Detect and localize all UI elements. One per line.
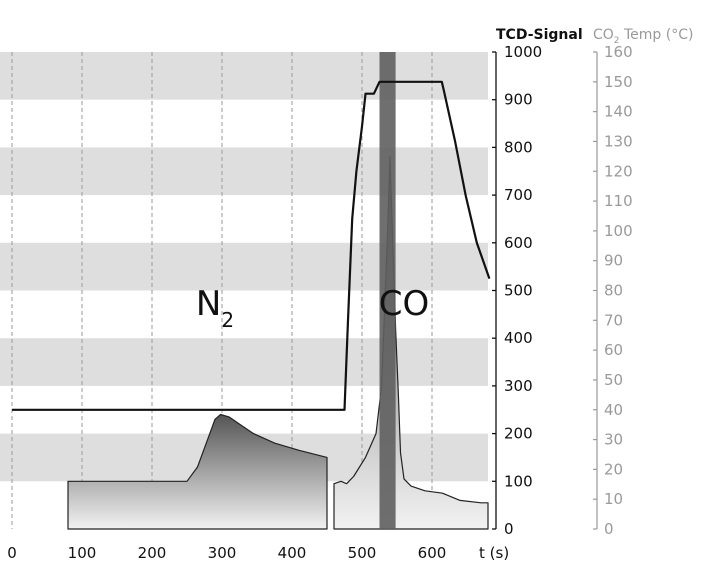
right-axis-tick-label-2: 20 (604, 460, 623, 478)
right-axis-tick-label-5: 50 (604, 371, 623, 389)
axes: 0100200300400500600700800900100001020304… (7, 43, 632, 562)
x-axis-tick-label-4: 400 (278, 544, 307, 562)
peak-annotation-subscript-0: 2 (221, 308, 234, 332)
temperature-curve (12, 80, 491, 411)
signal-peaks (67, 52, 489, 530)
left-axis-tick-label-7: 700 (504, 186, 533, 204)
right-axis-tick-label-11: 110 (604, 192, 633, 210)
shaded-band-2 (0, 242, 488, 291)
left-axis-tick-label-9: 900 (504, 91, 533, 109)
x-axis-title: t (s) (479, 544, 509, 562)
left-axis-tick-label-2: 200 (504, 425, 533, 443)
right-axis-tick-label-0: 0 (604, 520, 614, 538)
right-axis-title-main: CO (593, 27, 614, 43)
right-axis-tick-label-10: 100 (604, 222, 633, 240)
x-axis-tick-label-2: 200 (138, 544, 167, 562)
left-axis-title: TCD-Signal (496, 27, 583, 43)
shaded-band-4 (0, 52, 488, 100)
left-axis-tick-label-0: 0 (504, 520, 514, 538)
right-axis-tick-label-1: 10 (604, 490, 623, 508)
right-axis-title-subscript: 2 (614, 36, 620, 46)
chart-labels: N2 CO (196, 284, 429, 332)
right-axis-tick-label-15: 150 (604, 73, 633, 91)
signal-peak-area-0 (67, 413, 328, 530)
temperature-line (12, 80, 491, 411)
right-axis-tick-label-3: 30 (604, 431, 623, 449)
x-axis-tick-label-6: 600 (418, 544, 447, 562)
left-axis-tick-label-4: 400 (504, 329, 533, 347)
right-axis-tick-label-12: 120 (604, 162, 633, 180)
x-axis-tick-label-0: 0 (7, 544, 17, 562)
left-axis-tick-label-8: 800 (504, 138, 533, 156)
peak-annotation-text-0: N (196, 284, 221, 324)
right-axis-title-suffix: Temp (°C) (620, 27, 694, 43)
shaded-band-3 (0, 147, 488, 196)
peak-annotation-0: N2 (196, 284, 234, 332)
x-axis-tick-label-3: 300 (208, 544, 237, 562)
right-axis-tick-label-7: 70 (604, 311, 623, 329)
peak-annotation-text-1: CO (379, 284, 430, 324)
right-axis-title: CO2 Temp (°C) (593, 27, 693, 46)
co-signal-column (379, 52, 396, 529)
right-axis-tick-label-16: 160 (604, 43, 633, 61)
left-axis-tick-label-1: 100 (504, 472, 533, 490)
right-axis-tick-label-4: 40 (604, 401, 623, 419)
right-axis-tick-label-14: 140 (604, 103, 633, 121)
x-axis-tick-label-5: 500 (348, 544, 377, 562)
right-axis-tick-label-9: 90 (604, 252, 623, 270)
left-axis-tick-label-10: 1000 (504, 43, 542, 61)
right-axis-tick-label-6: 60 (604, 341, 623, 359)
left-axis-tick-label-5: 500 (504, 282, 533, 300)
right-axis-tick-label-13: 130 (604, 132, 633, 150)
left-axis-tick-label-6: 600 (504, 234, 533, 252)
right-axis-tick-label-8: 80 (604, 282, 623, 300)
shaded-band-1 (0, 338, 488, 386)
shaded-bands (0, 52, 488, 482)
peak-annotation-1: CO (379, 284, 430, 324)
x-axis-tick-label-1: 100 (68, 544, 97, 562)
left-axis-tick-label-3: 300 (504, 377, 533, 395)
